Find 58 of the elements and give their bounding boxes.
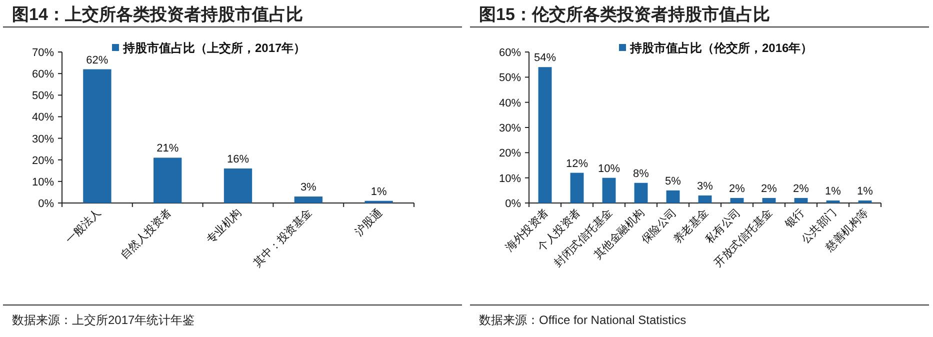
data-label: 2%: [729, 182, 746, 195]
bar: [83, 69, 112, 203]
chart-title: 图14：上交所各类投资者持股市值占比: [12, 5, 303, 24]
y-tick-label: 10%: [498, 172, 522, 185]
data-label: 54%: [534, 52, 556, 64]
bar: [826, 200, 840, 203]
x-tick-label: 自然人投资者: [118, 206, 174, 262]
y-tick-label: 70%: [32, 47, 54, 59]
source-note: 数据来源：Office for National Statistics: [479, 313, 686, 327]
bar: [634, 182, 648, 203]
data-label: 3%: [300, 182, 317, 194]
bar: [858, 200, 872, 203]
chart-title: 图15：伦交所各类投资者持股市值占比: [479, 5, 770, 24]
y-tick-label: 40%: [498, 97, 522, 110]
data-label: 21%: [156, 142, 179, 155]
bar: [698, 195, 712, 203]
legend-label: 持股市值占比（上交所，2017年）: [122, 41, 306, 55]
data-label: 12%: [566, 158, 588, 170]
data-label: 10%: [598, 162, 620, 175]
x-tick-label: 专业机构: [204, 206, 244, 246]
bar: [570, 172, 584, 203]
bar: [294, 196, 322, 203]
data-label: 1%: [825, 185, 842, 198]
y-tick-label: 20%: [498, 148, 522, 160]
y-tick-label: 50%: [32, 90, 54, 102]
x-tick-label: 银行: [782, 206, 808, 232]
y-tick-label: 0%: [505, 198, 522, 210]
y-tick-label: 10%: [32, 176, 54, 188]
data-label: 62%: [86, 54, 108, 66]
bar: [602, 178, 616, 203]
bar: [794, 198, 808, 203]
bar: [154, 158, 182, 203]
bar: [224, 168, 252, 203]
bar: [666, 190, 680, 203]
bar: [762, 198, 776, 203]
data-label: 2%: [793, 182, 810, 195]
data-label: 3%: [697, 180, 714, 192]
x-tick-label: 一般法人: [63, 206, 104, 246]
bar: [730, 198, 744, 203]
data-label: 2%: [761, 182, 778, 195]
y-tick-label: 30%: [498, 122, 522, 134]
y-tick-label: 60%: [32, 68, 54, 81]
y-tick-label: 30%: [32, 133, 54, 146]
data-label: 16%: [226, 153, 250, 166]
source-note: 数据来源：上交所2017年统计年鉴: [12, 313, 195, 327]
data-label: 8%: [633, 168, 650, 180]
y-tick-label: 0%: [38, 198, 54, 210]
y-tick-label: 20%: [32, 154, 54, 167]
y-tick-label: 50%: [498, 72, 522, 84]
legend-label: 持股市值占比（伦交所，2016年）: [629, 41, 813, 55]
x-tick-label: 沪股通: [352, 206, 385, 238]
y-tick-label: 40%: [32, 112, 54, 124]
data-label: 1%: [370, 186, 387, 198]
y-tick-label: 60%: [498, 47, 522, 59]
x-tick-label: 其中：投资基金: [250, 206, 315, 270]
data-label: 5%: [665, 175, 682, 188]
bar: [538, 67, 552, 203]
data-label: 1%: [857, 185, 874, 198]
